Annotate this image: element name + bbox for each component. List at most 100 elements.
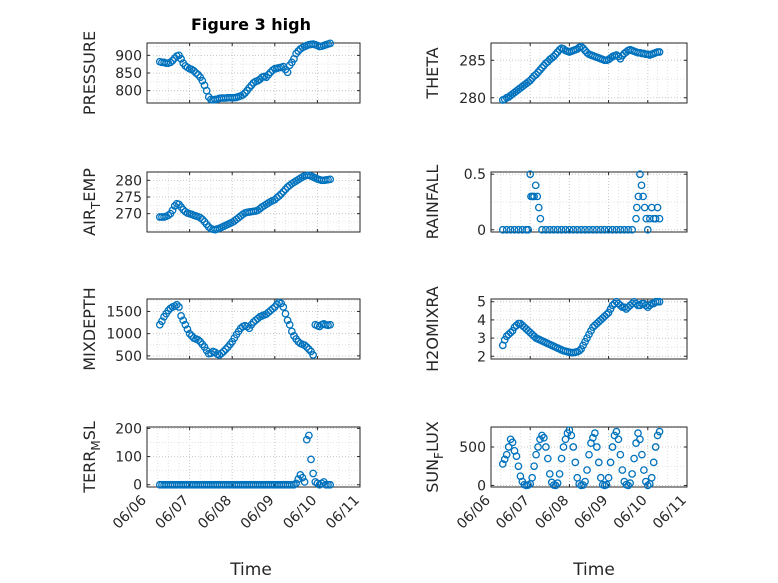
data-point — [502, 450, 511, 459]
y-tick-label: 275 — [115, 190, 142, 206]
subplot-5: 500 1000 1500 MIXDEPTH — [80, 287, 361, 371]
data-point — [571, 458, 580, 467]
data-point — [573, 225, 582, 234]
subplot-6: 2 3 4 5 H2OMIXRA — [423, 286, 688, 372]
x-tick-label: 06/10 — [280, 493, 320, 533]
data-point — [285, 320, 294, 329]
data-point — [596, 225, 605, 234]
data-point — [538, 431, 546, 440]
data-point — [326, 480, 335, 489]
data-point — [581, 225, 589, 234]
data-point — [637, 181, 646, 190]
data-point — [294, 475, 303, 483]
data-point — [283, 68, 292, 77]
data-point — [283, 316, 292, 325]
data-point — [618, 466, 627, 474]
data-point — [533, 192, 542, 201]
data-point — [530, 462, 538, 471]
data-point — [190, 67, 198, 75]
y-axis-label-1: PRESSURE — [80, 31, 99, 115]
x-tick-label: 06/07 — [153, 493, 193, 533]
data-point — [268, 304, 277, 313]
data-point — [512, 452, 521, 461]
data-point — [557, 454, 566, 463]
x-tick-label: 06/09 — [238, 493, 278, 533]
data-point — [610, 431, 619, 440]
data-point — [616, 301, 625, 310]
data-point — [530, 192, 538, 201]
data-point — [612, 225, 621, 234]
data-point — [632, 203, 641, 212]
data-point — [534, 443, 542, 451]
data-point — [643, 225, 652, 234]
data-point — [500, 455, 509, 464]
x-tick-label: 06/08 — [532, 493, 572, 533]
data-point — [166, 58, 175, 67]
data-point — [279, 187, 288, 196]
axes-box — [490, 42, 688, 104]
data-point — [504, 443, 513, 451]
data-point — [567, 431, 576, 440]
y-axis-label-8: SUNFLUX — [423, 421, 446, 493]
data-point — [175, 303, 183, 311]
data-point — [221, 345, 230, 354]
y-tick-label: 0 — [133, 478, 142, 494]
data-point — [279, 303, 288, 311]
y-tick-label: 4 — [477, 313, 486, 329]
data-point — [604, 225, 613, 234]
axes-box — [490, 298, 688, 360]
data-point — [594, 458, 603, 467]
data-point — [526, 170, 535, 179]
data-point — [577, 225, 586, 234]
data-point — [277, 190, 286, 198]
data-point — [628, 225, 636, 234]
data-point — [196, 213, 205, 222]
data-point — [502, 225, 511, 234]
data-point — [585, 225, 593, 234]
data-point — [542, 443, 550, 451]
data-point — [309, 469, 317, 478]
axes-box — [146, 171, 361, 233]
data-point — [542, 225, 550, 234]
data-point — [634, 192, 643, 201]
data-point — [612, 427, 621, 436]
y-tick-label: 500 — [459, 440, 486, 456]
y-tick-label: 1500 — [106, 304, 142, 320]
data-point — [616, 225, 625, 234]
data-point — [608, 443, 617, 451]
data-point — [581, 477, 589, 486]
data-point — [561, 435, 570, 444]
subplot-7: 0 100 200 06/06 06/07 06/08 06/09 06/10 06/11 TER… — [80, 421, 363, 532]
data-point — [643, 481, 652, 490]
data-point — [164, 211, 173, 220]
y-tick-label: 0 — [477, 478, 486, 494]
data-point — [640, 466, 648, 474]
data-point — [326, 320, 335, 329]
data-point — [545, 225, 554, 234]
data-point — [204, 223, 213, 231]
x-axis-label-right: Time — [572, 560, 615, 580]
x-axis-label-left: Time — [229, 560, 272, 580]
subplot-4: 0 0.5 RAINFALL — [423, 165, 688, 239]
data-point — [636, 435, 644, 444]
data-point — [326, 175, 335, 184]
y-tick-label: 100 — [115, 450, 142, 466]
data-point — [528, 473, 537, 482]
x-tick-label: 06/08 — [195, 493, 235, 533]
data-point — [614, 435, 623, 444]
data-point — [168, 206, 177, 215]
data-point — [219, 347, 228, 356]
data-point — [553, 225, 562, 234]
data-point — [532, 450, 540, 459]
data-point — [536, 66, 544, 74]
y-tick-label: 1000 — [106, 327, 142, 343]
x-tick-label: 06/07 — [493, 493, 533, 533]
y-tick-label: 0.5 — [464, 167, 486, 183]
axes-box — [490, 426, 688, 488]
data-point — [553, 479, 562, 488]
data-point — [536, 435, 544, 444]
data-point — [628, 470, 636, 478]
data-point — [559, 443, 568, 451]
data-point — [287, 327, 296, 336]
data-point — [614, 52, 623, 61]
